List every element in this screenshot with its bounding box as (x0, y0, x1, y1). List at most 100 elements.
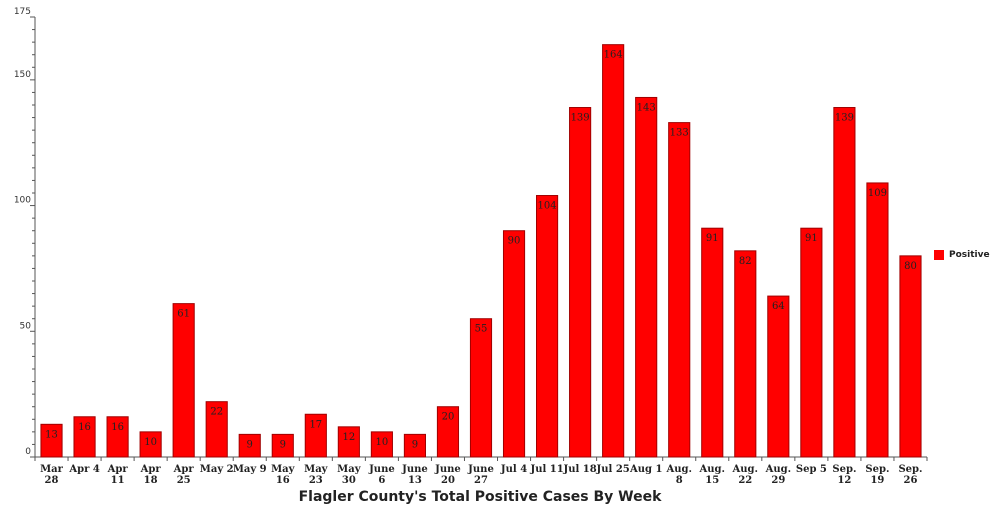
data-label: 61 (177, 309, 190, 320)
x-tick-label: 20 (441, 475, 455, 486)
bar (734, 250, 757, 458)
bar (337, 426, 360, 458)
x-tick-label: Apr (107, 464, 129, 475)
x-tick-label: June (401, 464, 428, 475)
data-label: 164 (604, 50, 623, 61)
x-tick-label: 6 (378, 475, 385, 486)
x-tick-label: June (434, 464, 461, 475)
bar (536, 195, 559, 458)
x-tick-label: 30 (342, 475, 356, 486)
data-label: 22 (210, 407, 223, 418)
x-tick-label: May 9 (233, 464, 267, 475)
data-label: 91 (706, 233, 719, 244)
x-tick-label: Sep. (898, 464, 922, 475)
chart-title: Flagler County's Total Positive Cases By… (298, 489, 662, 505)
bar (701, 227, 724, 458)
x-tick-label: Aug. (665, 464, 692, 475)
x-tick-label: 11 (111, 475, 125, 486)
x-tick-label: May 2 (200, 464, 234, 475)
data-label: 55 (475, 324, 488, 335)
x-tick-label: May (337, 464, 362, 475)
data-label: 90 (508, 236, 521, 247)
y-tick-label: 150 (14, 70, 31, 80)
data-label: 133 (670, 128, 689, 139)
bar (304, 413, 327, 458)
x-tick-label: May (271, 464, 296, 475)
x-tick-label: 29 (771, 475, 785, 486)
bar (106, 416, 129, 458)
bar (833, 107, 856, 458)
bar (767, 295, 790, 458)
x-tick-label: Sep 5 (796, 464, 827, 475)
bar (800, 227, 823, 458)
x-tick-label: Apr 4 (68, 464, 100, 475)
data-label: 9 (412, 439, 418, 450)
x-tick-label: May (304, 464, 329, 475)
bar (866, 182, 889, 458)
x-tick-label: 8 (676, 475, 683, 486)
x-tick-label: Aug 1 (629, 464, 662, 475)
bar (602, 44, 625, 458)
data-label: 64 (772, 301, 785, 312)
data-label: 143 (637, 102, 656, 113)
legend: Positive (934, 250, 990, 260)
data-label: 16 (78, 422, 91, 433)
x-tick-label: 23 (309, 475, 323, 486)
x-tick-label: 12 (837, 475, 851, 486)
x-tick-label: 18 (144, 475, 158, 486)
data-label: 16 (111, 422, 124, 433)
data-label: 139 (571, 113, 590, 124)
x-tick-label: Jul 11 (529, 464, 563, 475)
data-label: 109 (868, 188, 887, 199)
bar (238, 433, 261, 458)
x-tick-label: June (467, 464, 494, 475)
x-tick-label: Aug. (765, 464, 792, 475)
data-label: 13 (45, 429, 58, 440)
x-tick-label: 16 (276, 475, 290, 486)
y-tick-label: 175 (14, 7, 31, 17)
bar (403, 433, 426, 458)
data-label: 10 (376, 437, 389, 448)
data-label: 9 (247, 439, 253, 450)
bar (469, 318, 493, 458)
x-tick-label: Jul 25 (596, 464, 630, 475)
bar (139, 431, 162, 458)
data-label: 10 (144, 437, 157, 448)
x-tick-label: 13 (408, 475, 422, 486)
x-tick-label: Aug. (699, 464, 726, 475)
bar (73, 416, 96, 458)
x-tick-label: 25 (177, 475, 191, 486)
bar (370, 431, 393, 458)
y-tick-label: 100 (14, 196, 31, 206)
x-tick-label: Apr (173, 464, 195, 475)
x-tick-label: Mar (40, 464, 64, 475)
bar (40, 423, 63, 458)
y-tick-label: 0 (25, 447, 31, 457)
data-label: 9 (280, 439, 286, 450)
x-tick-label: 19 (870, 475, 884, 486)
bar (271, 433, 294, 458)
data-label: 80 (904, 261, 917, 272)
legend-swatch-positive (934, 250, 944, 260)
x-tick-label: 15 (705, 475, 719, 486)
bar (635, 96, 658, 458)
data-label: 20 (442, 412, 455, 423)
bar (172, 303, 195, 458)
x-tick-label: Jul 4 (500, 464, 527, 475)
x-tick-label: 28 (45, 475, 59, 486)
data-label: 91 (805, 233, 818, 244)
data-label: 17 (309, 419, 322, 430)
bar (569, 107, 592, 458)
data-label: 139 (835, 113, 854, 124)
x-tick-label: 26 (904, 475, 918, 486)
bar (668, 122, 691, 458)
x-tick-label: Apr (140, 464, 162, 475)
data-label: 104 (538, 201, 557, 212)
bar (899, 255, 922, 458)
bar (436, 406, 460, 458)
x-tick-label: Sep. (865, 464, 889, 475)
x-tick-label: 22 (738, 475, 752, 486)
bar (502, 230, 526, 458)
